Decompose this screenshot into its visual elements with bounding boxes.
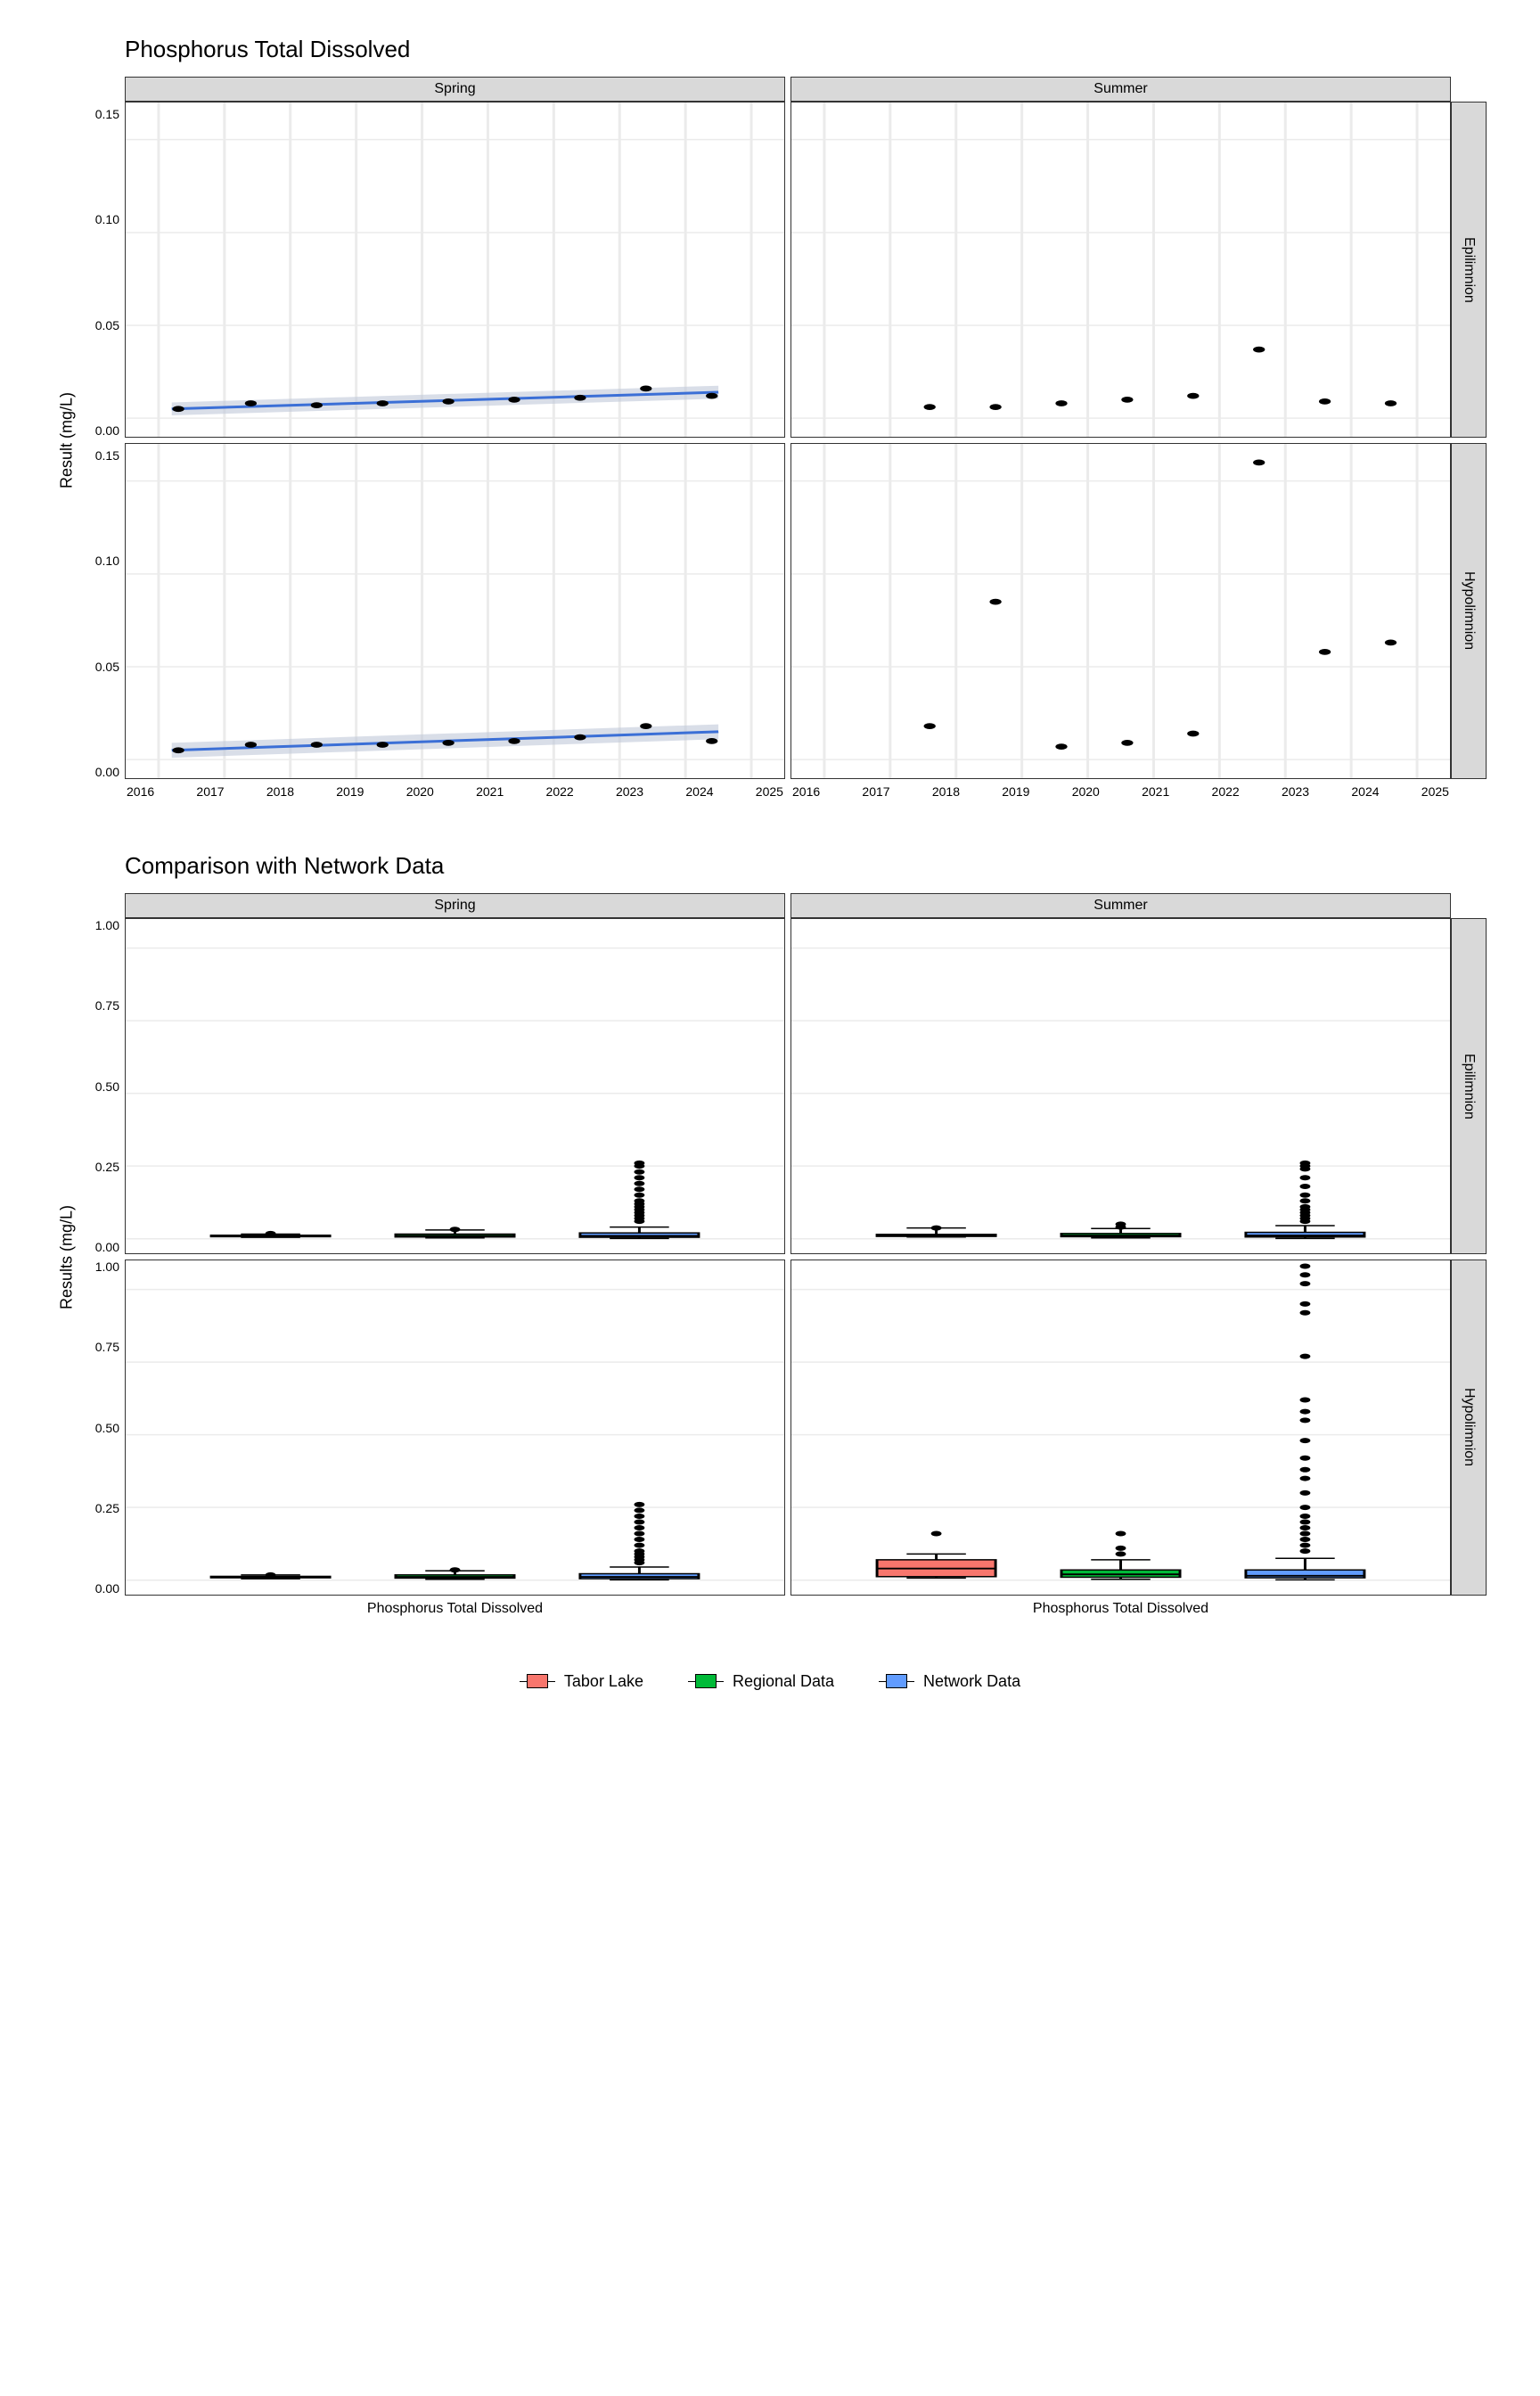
legend-label: Regional Data [733,1672,834,1691]
chart1-xaxis: 2016201720182019202020212022202320242025… [125,779,1451,799]
chart1-panel-summer-epi [790,102,1451,438]
chart2-strip-summer: Summer [790,893,1451,918]
chart1-strip-hypo: Hypolimnion [1451,443,1487,779]
chart2-panel-summer-hypo [790,1260,1451,1596]
legend-key-icon [879,1670,914,1692]
chart2-row-strips: Epilimnion Hypolimnion [1451,918,1487,1596]
chart2-panel-grid [125,918,1451,1596]
chart2-yticks-row1: 1.000.750.500.250.00 [80,1260,125,1596]
chart2-strip-hypo: Hypolimnion [1451,1260,1487,1596]
chart1-strip-spring: Spring [125,77,785,102]
chart1-panel-spring-epi [125,102,785,438]
chart2-yaxis-ticks: 1.000.750.500.250.00 1.000.750.500.250.0… [80,918,125,1596]
chart1-xticks-col0: 2016201720182019202020212022202320242025 [125,779,785,799]
chart2-figure: Comparison with Network Data Spring Summ… [53,852,1487,1617]
chart2-panel-summer-epi [790,918,1451,1254]
legend: Tabor Lake Regional Data Network Data [53,1670,1487,1692]
chart2-col-strips: Spring Summer [125,893,1451,918]
chart1-panels: Result (mg/L) 0.150.100.050.00 0.150.100… [53,102,1487,779]
legend-item: Tabor Lake [520,1670,643,1692]
chart1-strip-summer: Summer [790,77,1451,102]
legend-key-icon [688,1670,724,1692]
chart1-yticks-row0: 0.150.100.050.00 [80,102,125,438]
chart2-panel-spring-epi [125,918,785,1254]
chart2-xlabel-spring: Phosphorus Total Dissolved [125,1601,785,1617]
chart2-panels: Results (mg/L) 1.000.750.500.250.00 1.00… [53,918,1487,1596]
chart2-strip-epi: Epilimnion [1451,918,1487,1254]
chart1-xticks-col1: 2016201720182019202020212022202320242025 [790,779,1451,799]
chart1-title: Phosphorus Total Dissolved [125,36,1487,63]
chart1-panel-summer-hypo [790,443,1451,779]
chart2-yaxis-title: Results (mg/L) [53,918,80,1596]
chart2-strip-spring: Spring [125,893,785,918]
chart2-xlabel-summer: Phosphorus Total Dissolved [790,1601,1451,1617]
legend-label: Network Data [923,1672,1020,1691]
chart2-title: Comparison with Network Data [125,852,1487,880]
chart1-yticks-row1: 0.150.100.050.00 [80,443,125,779]
chart2-yticks-row0: 1.000.750.500.250.00 [80,918,125,1254]
legend-item: Regional Data [688,1670,834,1692]
chart1-panel-spring-hypo [125,443,785,779]
chart1-panel-grid [125,102,1451,779]
legend-key-icon [520,1670,555,1692]
chart1-yaxis-ticks: 0.150.100.050.00 0.150.100.050.00 [80,102,125,779]
chart1-strip-epi: Epilimnion [1451,102,1487,438]
legend-label: Tabor Lake [564,1672,643,1691]
chart2-panel-spring-hypo [125,1260,785,1596]
chart1-yaxis-title: Result (mg/L) [53,102,80,779]
chart1-figure: Phosphorus Total Dissolved Spring Summer… [53,36,1487,799]
legend-item: Network Data [879,1670,1020,1692]
chart1-col-strips: Spring Summer [125,77,1451,102]
chart2-xlabels: Phosphorus Total Dissolved Phosphorus To… [125,1596,1451,1617]
chart1-row-strips: Epilimnion Hypolimnion [1451,102,1487,779]
